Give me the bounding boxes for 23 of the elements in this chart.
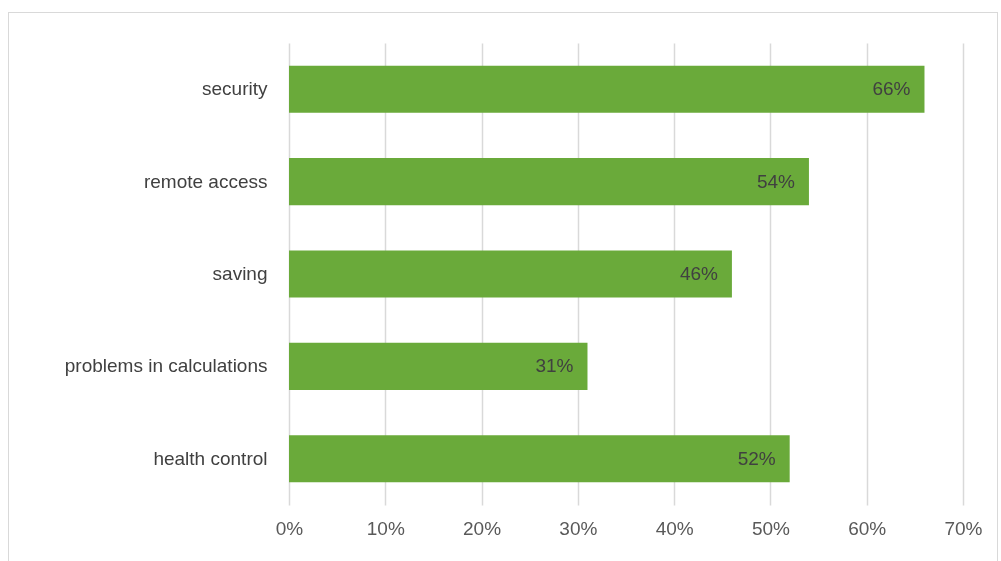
bar bbox=[289, 158, 809, 206]
x-tick-label: 60% bbox=[848, 517, 887, 539]
data-label: 46% bbox=[679, 263, 719, 284]
bar bbox=[289, 342, 588, 390]
data-label: 52% bbox=[737, 447, 776, 469]
x-tick-label: 30% bbox=[559, 517, 598, 539]
x-tick-label: 40% bbox=[655, 517, 694, 539]
bar bbox=[289, 65, 925, 113]
bar bbox=[289, 435, 790, 483]
x-tick-label: 70% bbox=[944, 517, 983, 539]
data-label: 31% bbox=[535, 355, 574, 377]
x-tick-label: 0% bbox=[275, 517, 304, 539]
y-tick-label: security bbox=[202, 78, 268, 100]
bar bbox=[289, 250, 732, 298]
x-tick-label: 50% bbox=[751, 517, 791, 539]
x-tick-label: 20% bbox=[463, 517, 502, 539]
data-label: 54% bbox=[756, 170, 796, 192]
y-tick-label: health control bbox=[153, 447, 268, 469]
y-tick-label: saving bbox=[212, 263, 268, 284]
y-tick-label: problems in calculations bbox=[64, 355, 268, 377]
data-label: 66% bbox=[872, 78, 911, 100]
y-tick-label: remote access bbox=[143, 170, 268, 192]
x-tick-label: 10% bbox=[366, 517, 405, 539]
